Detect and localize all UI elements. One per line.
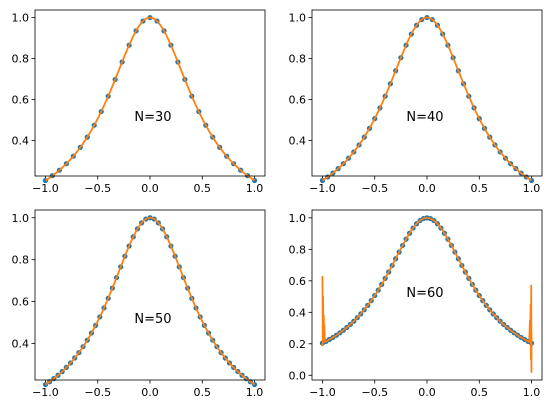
subplot-n50-ytick-label: 0.6 [12,296,30,309]
subplot-n60-frame [311,209,543,381]
subplot-n60-annotation: N=60 [406,286,443,301]
subplot-n30-xtick-label: −1.0 [32,182,59,195]
subplot-n40-ytick-label: 0.8 [289,53,307,66]
subplot-n40-frame [311,9,543,177]
subplot-n30-xtick-label: 0.0 [141,182,159,195]
subplot-n60-xtick-label: 0.5 [471,386,489,399]
subplot-n40-xtick-label: 0.5 [471,182,489,195]
subplot-n40-line-series [321,16,533,182]
subplot-n40-xtick-label: −0.5 [361,182,388,195]
subplot-n30-ytick-label: 1.0 [12,12,30,25]
subplot-n60: 0.0 0.2 0.4 0.6 0.8 1.0 −1.0 −0.5 0.0 0.5 1.0 N=60 [289,209,543,399]
subplot-n60-xtick-label: 0.0 [418,386,436,399]
subplot-n60-xtick-label: −1.0 [309,386,336,399]
subplot-n40-ytick-label: 0.4 [289,134,307,147]
subplot-n30-ytick-label: 0.4 [12,134,30,147]
subplot-n40-annotation: N=40 [406,110,443,125]
subplot-n40-ytick-label: 0.6 [289,93,307,106]
subplot-n30: 0.4 0.6 0.8 1.0 −1.0 −0.5 0.0 0.5 1.0 N=30 [12,9,266,195]
subplot-n50-frame [34,209,266,381]
subplot-n50-ytick-label: 0.8 [12,254,30,267]
subplot-n60-ytick-label: 0.8 [289,243,307,256]
subplot-n60-ytick-label: 0.0 [289,369,307,382]
subplot-n50-ytick-label: 0.4 [12,338,30,351]
subplot-n50-line-series [44,216,256,386]
subplot-n60-ytick-label: 0.2 [289,338,307,351]
subplot-n30-annotation: N=30 [134,110,171,125]
subplot-n60-xtick-label: −0.5 [361,386,388,399]
subplot-n40-xtick-label: 0.0 [418,182,436,195]
subplot-n30-line-series [44,16,256,182]
subplot-n30-ytick-label: 0.6 [12,93,30,106]
subplot-n50-xtick-label: 0.0 [141,386,159,399]
subplot-n50-xtick-label: −0.5 [84,386,111,399]
subplot-n40-xtick-label: 1.0 [523,182,541,195]
subplot-n60-line-series [321,216,533,374]
subplot-n30-xtick-label: 1.0 [246,182,264,195]
subplot-n30-xtick-label: 0.5 [194,182,212,195]
subplot-n60-ytick-label: 0.4 [289,306,307,319]
subplot-n60-ytick-label: 0.6 [289,275,307,288]
subplot-n50-annotation: N=50 [134,312,171,327]
subplot-n30-ytick-label: 0.8 [12,53,30,66]
subplot-n50: 0.4 0.6 0.8 1.0 −1.0 −0.5 0.0 0.5 1.0 N=50 [12,209,266,399]
subplot-n50-xtick-label: 1.0 [246,386,264,399]
subplot-n30-xtick-label: −0.5 [84,182,111,195]
subplot-n60-ytick-label: 1.0 [289,212,307,225]
subplot-n30-frame [34,9,266,177]
subplot-n50-ytick-label: 1.0 [12,212,30,225]
subplot-n60-xtick-label: 1.0 [523,386,541,399]
subplot-n40: 0.4 0.6 0.8 1.0 −1.0 −0.5 0.0 0.5 1.0 N=40 [289,9,543,195]
subplot-n50-xtick-label: −1.0 [32,386,59,399]
subplot-n40-xtick-label: −1.0 [309,182,336,195]
subplot-n40-ytick-label: 1.0 [289,12,307,25]
subplot-n50-xtick-label: 0.5 [194,386,212,399]
